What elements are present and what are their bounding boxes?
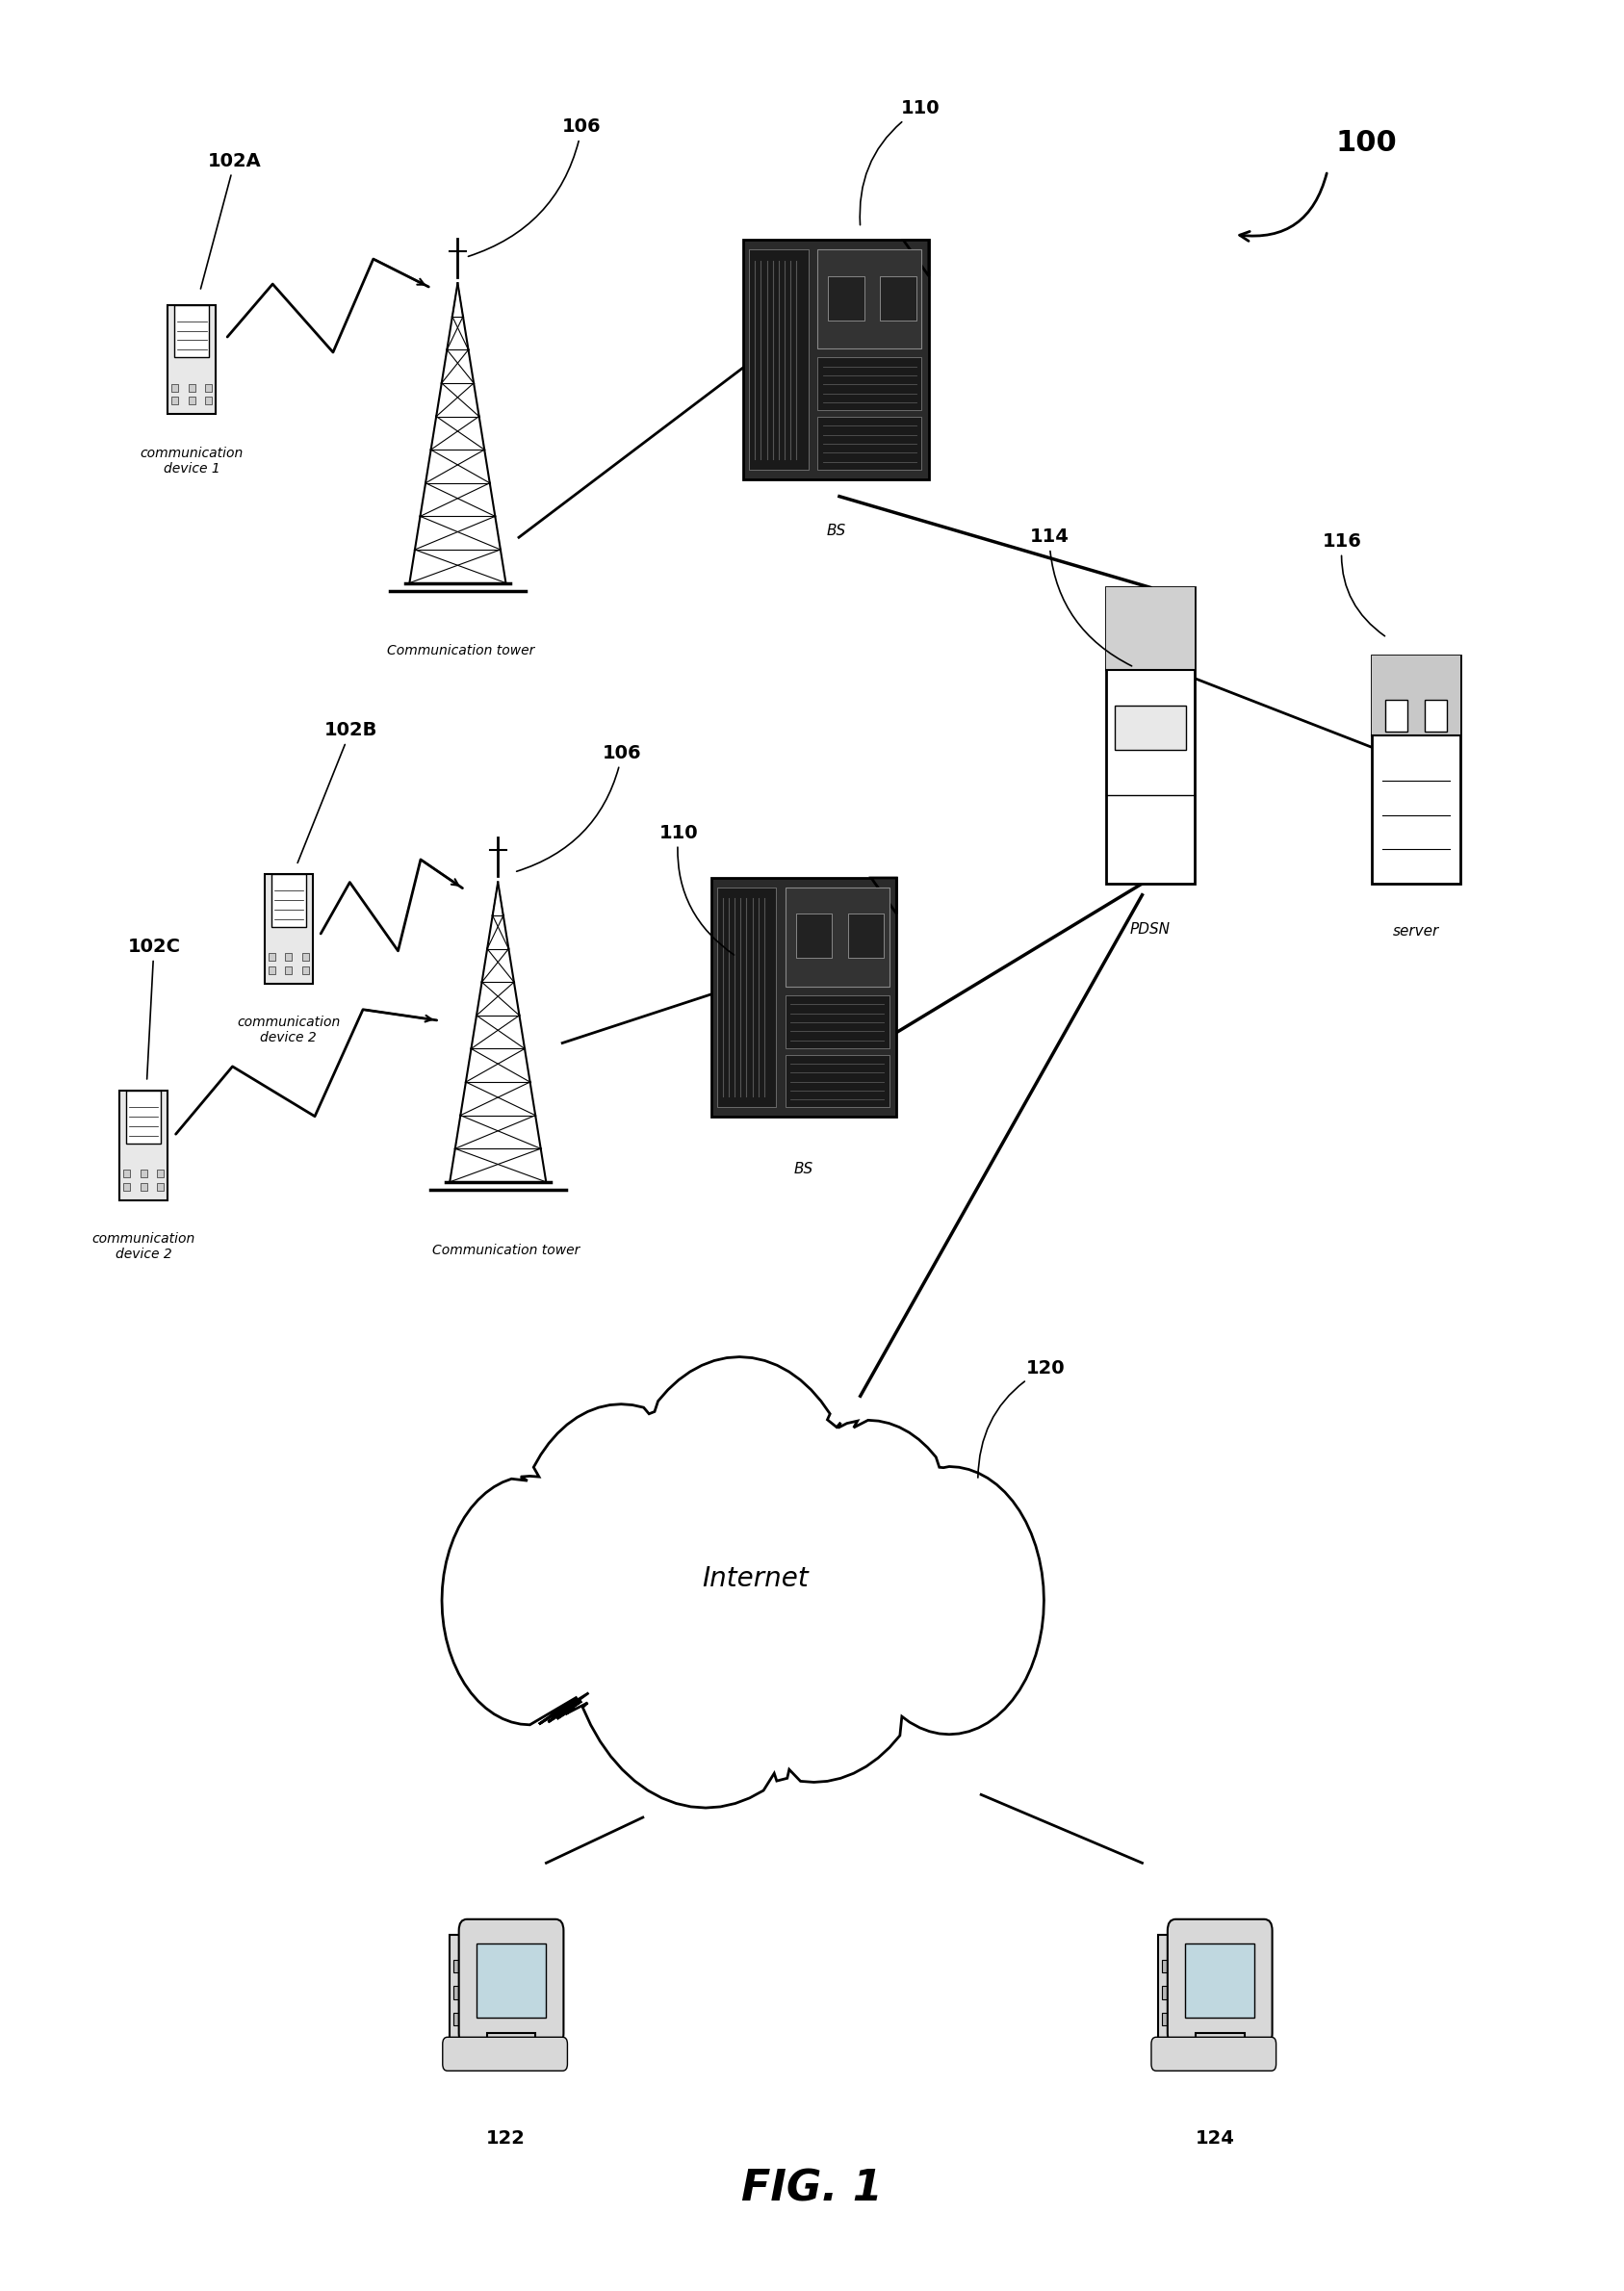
Bar xyxy=(174,305,209,357)
Text: 116: 116 xyxy=(1322,532,1385,637)
Bar xyxy=(206,396,213,406)
Circle shape xyxy=(513,1404,729,1711)
Text: communication
device 1: communication device 1 xyxy=(140,447,244,474)
Bar xyxy=(817,417,921,470)
Bar xyxy=(127,1091,161,1143)
Text: 110: 110 xyxy=(859,99,940,225)
Text: 102C: 102C xyxy=(127,937,180,1079)
Text: Communication tower: Communication tower xyxy=(432,1244,580,1258)
Circle shape xyxy=(767,1420,970,1707)
Polygon shape xyxy=(442,1356,1044,1808)
Text: Communication tower: Communication tower xyxy=(387,644,534,658)
Bar xyxy=(1106,586,1195,671)
Bar xyxy=(828,277,864,321)
Text: 102B: 102B xyxy=(297,722,377,864)
Text: 124: 124 xyxy=(1195,2128,1234,2147)
Bar xyxy=(1114,706,1186,751)
Bar xyxy=(268,967,274,974)
Bar xyxy=(1424,701,1447,731)
Bar xyxy=(140,1182,146,1191)
Text: 122: 122 xyxy=(486,2128,526,2147)
Text: BS: BS xyxy=(827,525,846,538)
Bar xyxy=(265,875,313,983)
FancyArrowPatch shape xyxy=(1239,174,1327,241)
Bar xyxy=(268,953,274,960)
Bar xyxy=(487,2034,536,2044)
FancyBboxPatch shape xyxy=(460,1920,564,2044)
Bar xyxy=(1195,2034,1244,2044)
Bar xyxy=(786,994,890,1047)
Bar xyxy=(817,250,921,348)
Bar xyxy=(744,241,929,479)
Bar xyxy=(172,385,179,392)
Text: communication
device 2: communication device 2 xyxy=(93,1233,195,1260)
Bar xyxy=(453,2014,489,2025)
Bar xyxy=(1186,1945,1254,2018)
Bar xyxy=(477,1945,546,2018)
Text: 110: 110 xyxy=(659,822,734,955)
Bar xyxy=(817,357,921,410)
Bar xyxy=(711,877,896,1118)
Bar xyxy=(786,1054,890,1107)
Bar xyxy=(1163,2014,1199,2025)
Circle shape xyxy=(854,1466,1044,1734)
Bar xyxy=(1158,1936,1202,2041)
Polygon shape xyxy=(870,877,896,914)
Circle shape xyxy=(685,1418,942,1782)
Bar xyxy=(453,1986,489,1998)
Circle shape xyxy=(442,1475,617,1725)
Circle shape xyxy=(564,1407,848,1808)
Bar xyxy=(880,277,916,321)
Bar xyxy=(167,305,216,415)
Bar xyxy=(1163,1986,1199,1998)
Bar xyxy=(271,875,305,928)
Bar xyxy=(450,1936,494,2041)
Bar xyxy=(716,887,776,1107)
Bar xyxy=(453,1959,489,1973)
Text: 114: 114 xyxy=(1030,527,1132,667)
Bar xyxy=(1372,655,1460,735)
Polygon shape xyxy=(903,241,929,275)
Bar xyxy=(1163,1959,1199,1973)
Bar xyxy=(188,385,195,392)
Bar xyxy=(286,953,292,960)
Bar xyxy=(172,396,179,406)
Bar xyxy=(123,1168,130,1178)
Bar xyxy=(188,396,195,406)
Circle shape xyxy=(617,1356,861,1702)
Bar xyxy=(302,967,309,974)
Bar xyxy=(286,967,292,974)
Text: 102A: 102A xyxy=(201,151,261,289)
FancyBboxPatch shape xyxy=(443,2037,567,2071)
Bar xyxy=(1385,701,1408,731)
Text: FIG. 1: FIG. 1 xyxy=(742,2167,882,2209)
Bar xyxy=(123,1182,130,1191)
Text: BS: BS xyxy=(794,1162,814,1175)
Bar xyxy=(1372,655,1460,884)
FancyBboxPatch shape xyxy=(1168,1920,1272,2044)
Bar xyxy=(158,1182,164,1191)
Text: PDSN: PDSN xyxy=(1130,923,1171,937)
Bar xyxy=(848,914,883,958)
Bar xyxy=(786,887,890,987)
Bar xyxy=(1106,586,1195,884)
Text: 106: 106 xyxy=(468,117,601,257)
Bar xyxy=(158,1168,164,1178)
Bar xyxy=(796,914,831,958)
Text: communication
device 2: communication device 2 xyxy=(237,1015,339,1045)
Bar xyxy=(206,385,213,392)
Text: server: server xyxy=(1393,926,1439,939)
Text: 120: 120 xyxy=(978,1359,1065,1478)
Bar xyxy=(749,250,809,470)
Text: 106: 106 xyxy=(516,745,641,871)
Bar xyxy=(120,1091,167,1200)
Text: 100: 100 xyxy=(1335,128,1397,158)
Bar xyxy=(140,1168,146,1178)
FancyBboxPatch shape xyxy=(1151,2037,1276,2071)
Text: Internet: Internet xyxy=(702,1565,809,1592)
Bar xyxy=(302,953,309,960)
